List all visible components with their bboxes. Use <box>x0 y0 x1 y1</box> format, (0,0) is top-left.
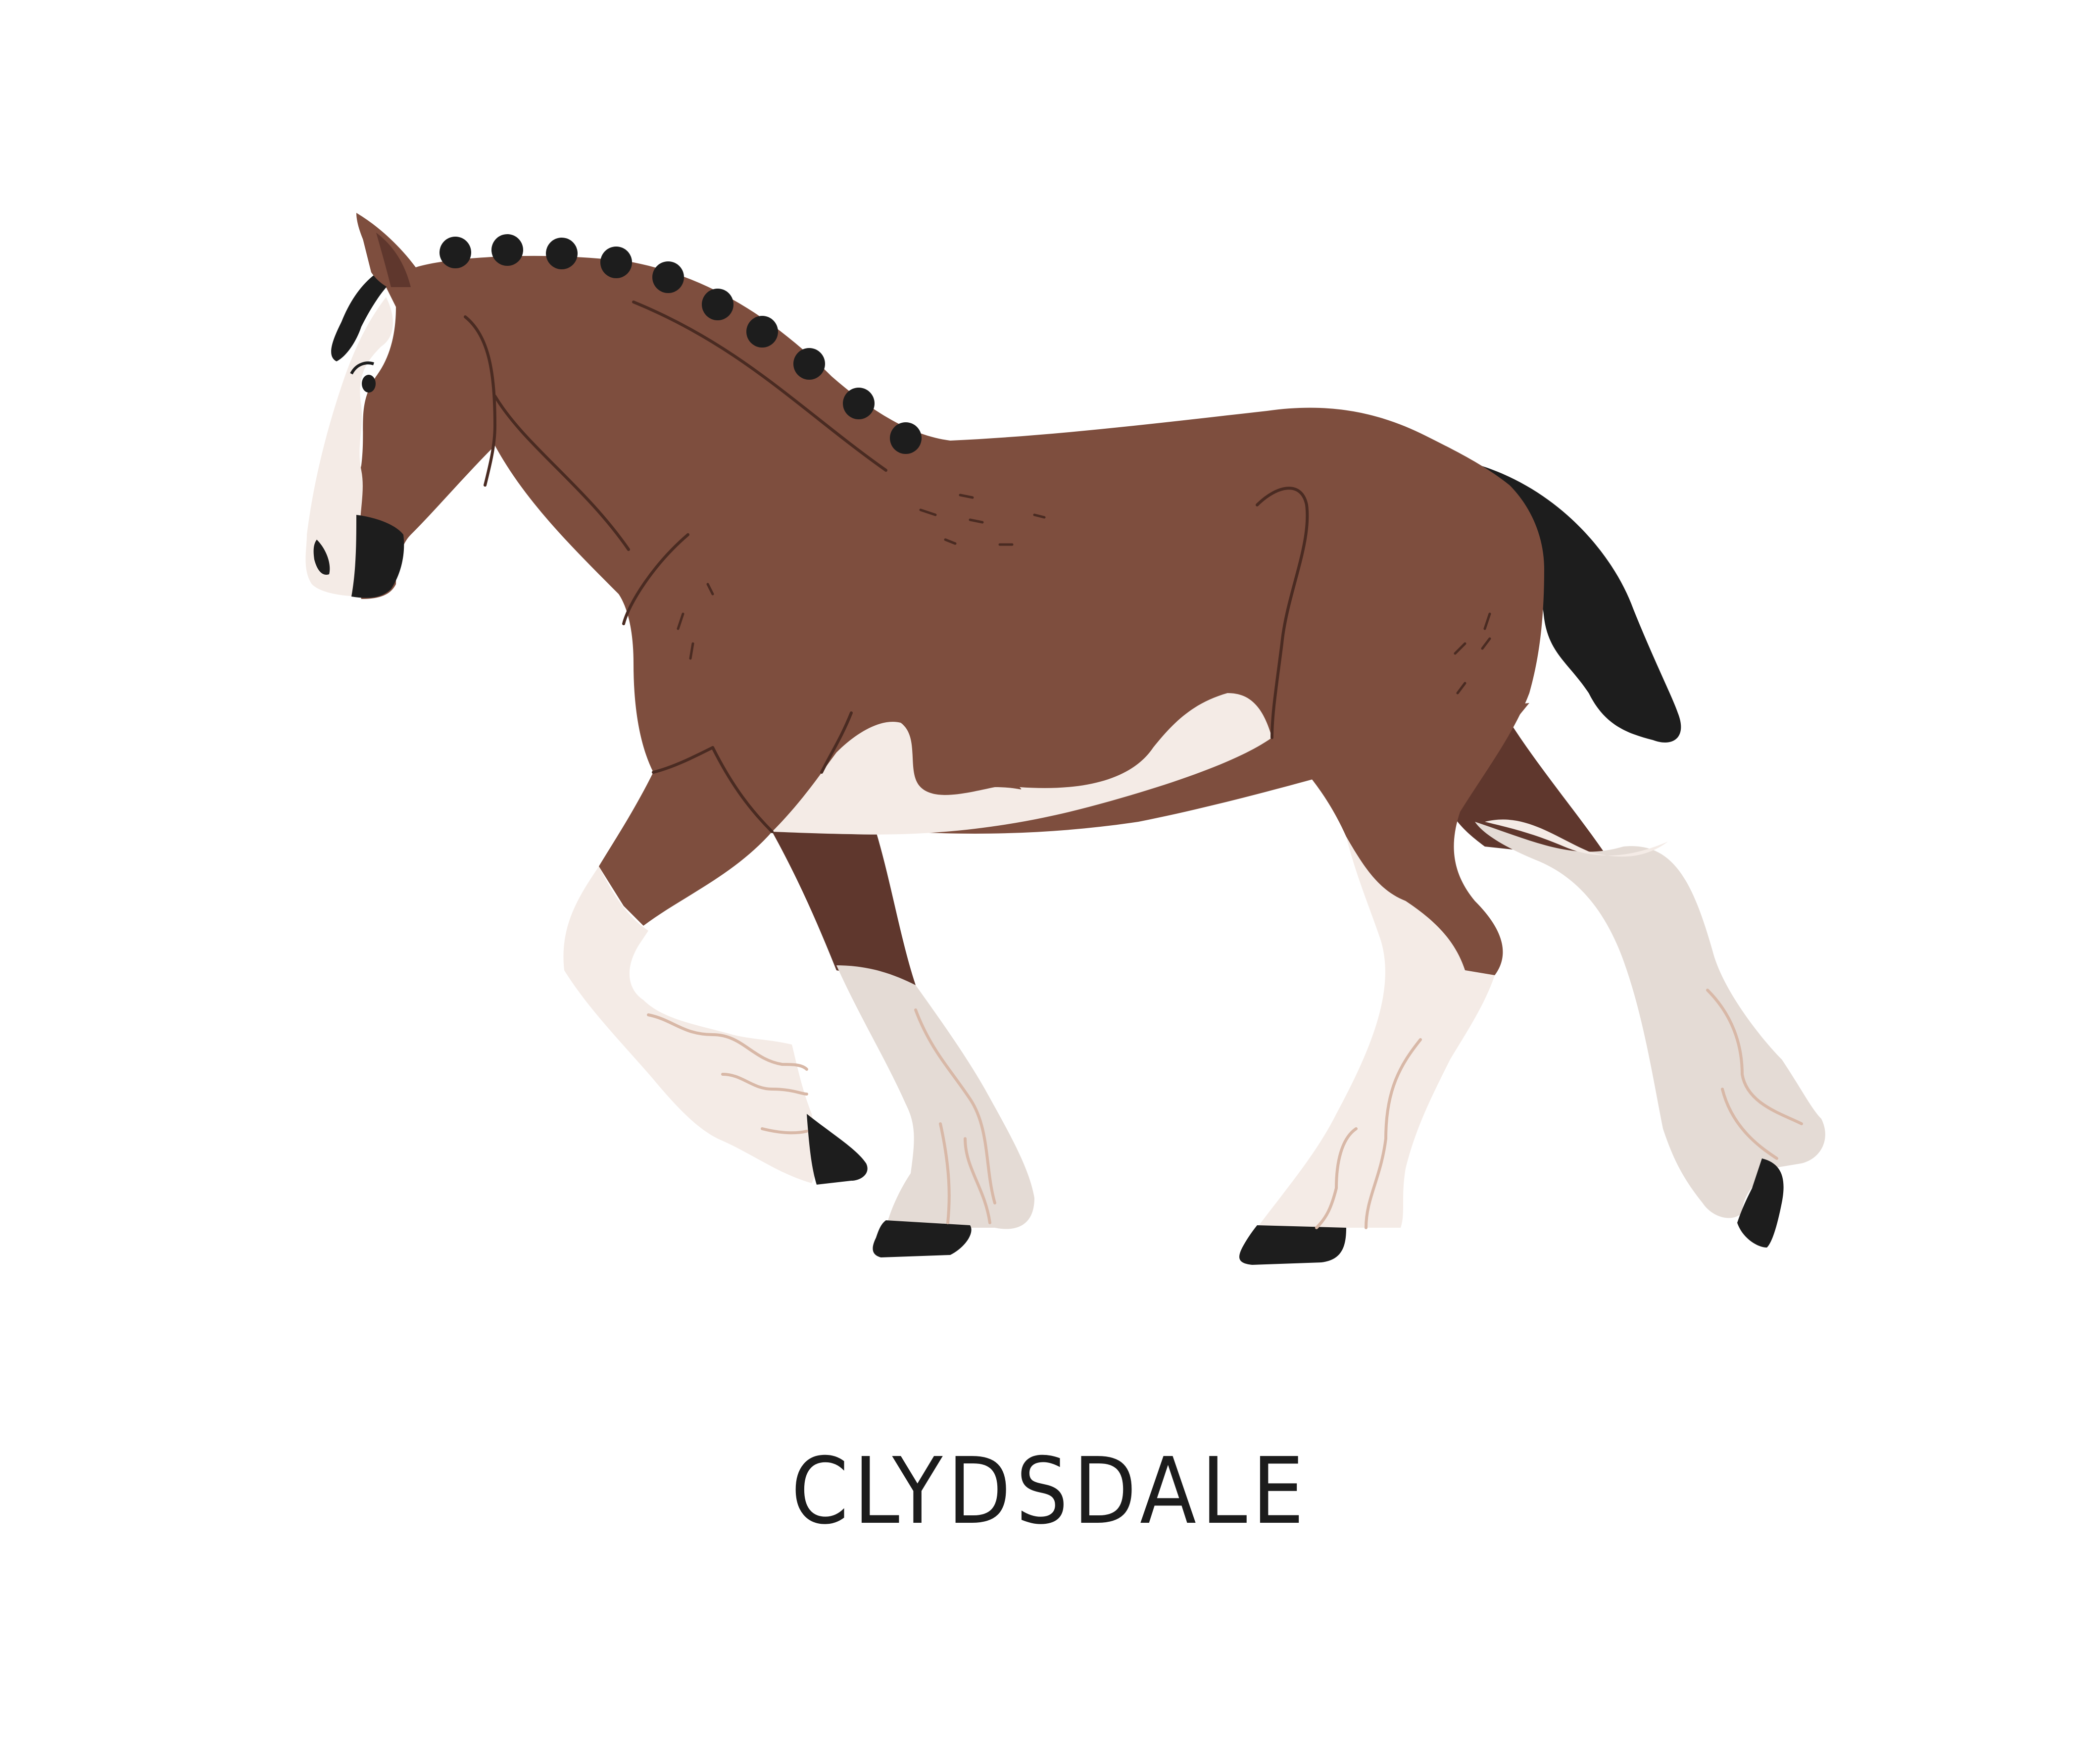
near-front-leg-feather <box>563 866 818 1183</box>
far-hind-leg-feather <box>1475 822 1825 1218</box>
eyebrow <box>350 361 374 375</box>
breed-name-caption: CLYDSDALE <box>791 1438 1309 1545</box>
far-hind-hoof <box>1737 1158 1784 1248</box>
near-hind-leg-feather <box>1257 837 1495 1228</box>
face-blaze <box>305 297 393 597</box>
ear-front <box>376 233 411 287</box>
feather-detail-lines <box>647 989 1803 1229</box>
mane-braids <box>440 234 922 454</box>
far-front-leg-feather <box>836 965 1034 1229</box>
far-front-hoof <box>873 1220 972 1257</box>
near-front-hoof <box>807 1114 868 1185</box>
nostril <box>313 540 330 575</box>
coat-texture-dashes <box>677 494 1491 695</box>
body-contour-lines <box>464 300 1309 833</box>
haunch-white-patch <box>1485 819 1668 857</box>
horse-body <box>356 213 1544 834</box>
far-front-leg <box>772 832 916 985</box>
belly-white-patch <box>772 693 1272 835</box>
eye <box>362 375 376 393</box>
muzzle <box>351 515 404 598</box>
forelock <box>331 267 391 361</box>
near-hind-hoof <box>1239 1225 1346 1265</box>
